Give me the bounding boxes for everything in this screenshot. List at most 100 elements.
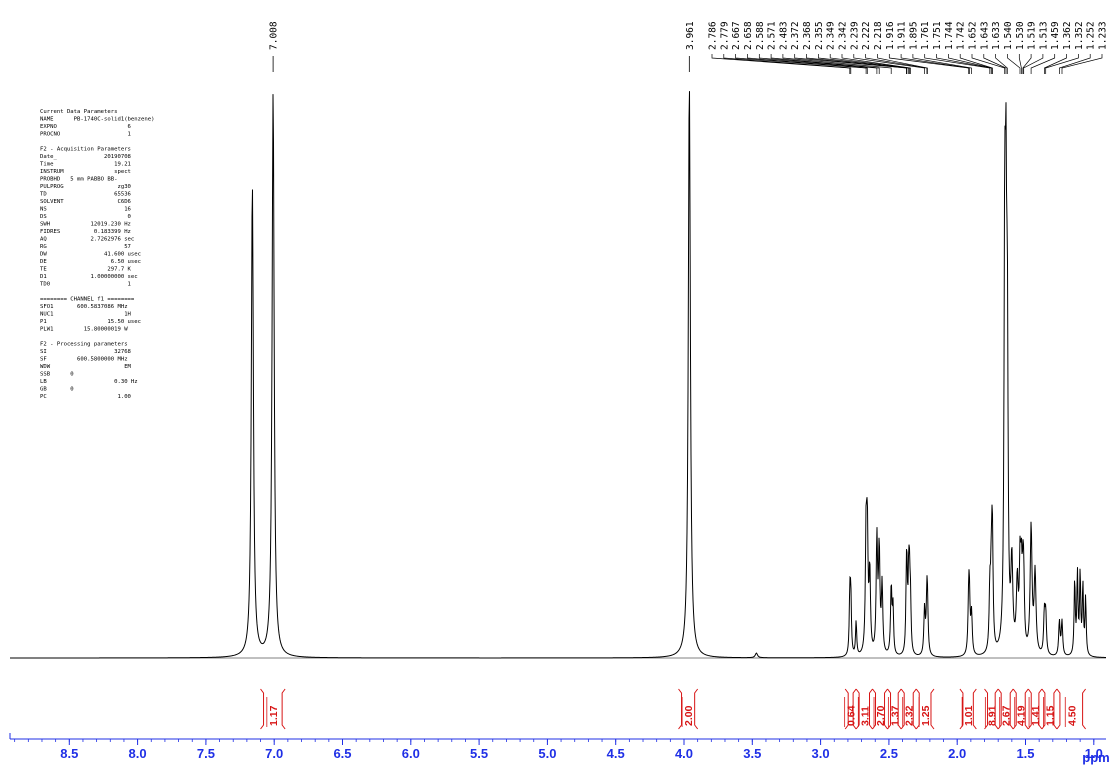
peak-label: 2.667 [731,21,742,50]
parameter-line: NAME PB-1740C-solid1(benzene) [40,117,155,123]
integral-bracket [678,688,699,730]
peak-leader-line [711,54,851,74]
parameter-line: PROBHD 5 mm PABBO BB- [40,177,117,183]
peak-labels-layer: 7.008 3.961 2.786 2.779 2.667 2.658 2.588 2.571… [269,21,1109,74]
peak-label: 2.349 [826,21,837,50]
axis-tick-label: 1.0 [1085,746,1103,761]
integral-bracket [855,688,873,730]
peak-label: 3.961 [685,21,696,50]
peak-label: 2.239 [849,21,860,50]
peak-leader-line [853,54,925,74]
parameter-line: Current Data Parameters [40,109,117,115]
integral-region: 1.17 [260,688,286,730]
peak-leader-line [1059,54,1091,74]
parameter-line: D1 1.00000000 sec [40,274,138,280]
integral-region: 2.70 [872,688,888,730]
peak-leader-line [1007,54,1021,74]
integral-value: 1.25 [920,705,932,726]
peak-label: 1.540 [1003,21,1014,50]
integral-region: 0.64 [844,688,858,730]
peak-label: 2.218 [873,21,884,50]
peak-leader-line [818,54,910,74]
peak-leader-line [888,54,970,74]
peak-label: 7.008 [269,21,280,50]
parameter-line: AQ 2.7262976 sec [40,237,134,243]
integral-value: 0.64 [846,705,858,726]
parameter-line: TD0 1 [40,282,131,288]
axis-tick-label: 7.0 [265,746,283,761]
peak-label: 2.658 [743,21,754,50]
peak-label: 2.571 [767,21,778,50]
peak-leader-line [829,54,910,74]
parameter-line: TE 297.7 K [40,267,132,273]
peak-leader-line [959,54,993,74]
integral-region: 1.25 [915,688,935,730]
peak-leader-line [1022,54,1032,74]
parameter-line: SFO1 600.5837086 MHz [40,304,128,310]
peak-label: 1.744 [944,21,955,50]
axis-tick-label: 2.5 [880,746,898,761]
peak-leader-line [865,54,928,74]
peak-leader-line [936,54,992,74]
parameter-line: DW 41.600 usec [40,252,141,258]
integral-value: 1.01 [963,705,975,726]
parameter-line: GB 0 [40,387,74,393]
axis-tick-label: 4.0 [675,746,693,761]
peak-label: 2.786 [708,21,719,50]
integral-value: 3.11 [859,706,871,726]
parameter-line: SOLVENT C6D6 [40,199,131,205]
parameter-line: FIDRES 0.183399 Hz [40,229,131,235]
acquisition-parameters-block: Current Data Parameters NAME PB-1740C-sol… [40,109,155,400]
peak-leader-line [794,54,907,74]
parameter-line: RG 57 [40,244,131,250]
integral-value: 2.70 [875,705,887,726]
peak-leader-line [1023,54,1044,74]
parameter-line: SI 32768 [40,349,132,355]
peak-label: 2.483 [778,21,789,50]
parameter-line: SF 600.5800000 MHz [40,357,128,363]
axis-tick-label: 1.5 [1016,746,1034,761]
integral-region: 4.50 [1056,688,1086,730]
peak-label: 2.779 [719,21,730,50]
peak-leader-line [1061,54,1103,74]
integral-bracket [984,688,999,730]
integral-region: 3.11 [855,688,873,730]
integral-region: 1.41 [1027,688,1043,730]
peak-leader-line [1044,54,1067,74]
peak-label: 1.761 [920,21,931,50]
parameter-line: SSB 0 [40,372,74,378]
peak-label: 1.233 [1098,21,1109,50]
integral-region: 2.67 [997,688,1014,730]
spectrum-line [10,91,1107,659]
parameter-line: PULPROG zg30 [40,184,131,190]
integral-bracket [260,688,286,730]
axis-tick-label: 4.5 [607,746,625,761]
parameter-line: Time 19.21 [40,162,131,168]
parameter-line: TD 65536 [40,192,131,198]
integral-region: 8.91 [984,688,999,730]
peak-label: 1.362 [1062,21,1073,50]
peak-leader-line [770,54,880,74]
peak-leader-line [782,54,892,74]
integral-region: 2.32 [900,688,917,730]
peak-leader-line [995,54,1008,74]
parameter-line: INSTRUM spect [40,169,131,175]
parameter-line: LB 0.30 Hz [40,379,138,385]
parameter-line: F2 - Processing parameters [40,342,128,348]
ppm-axis: ppm 8.5 8.0 7.5 7.0 6.5 6.0 5.5 5.0 4.5 4.0 3.5 3.0… [9,733,1109,765]
parameter-line: PROCNO 1 [40,132,131,138]
integral-bracket [1056,688,1086,730]
parameter-line: PLW1 15.80000019 W [40,327,128,333]
parameter-line: Date_ 20190708 [40,154,132,160]
axis-tick-label: 6.0 [402,746,420,761]
peak-label: 1.530 [1015,21,1026,50]
integral-value: 4.50 [1066,705,1078,726]
peak-label: 1.252 [1086,21,1097,50]
peak-label: 1.459 [1050,21,1061,50]
integrals-layer: 1.17 2.00 0.64 3.11 2.70 1.37 2.32 1.25 1.01 8.91… [260,688,1086,730]
peak-leader-line [841,54,911,74]
parameter-line: SWH 12019.230 Hz [40,222,131,228]
spectrum-trace-layer [10,91,1107,659]
axis-tick-label: 5.5 [470,746,488,761]
peak-leader-line [747,54,868,74]
